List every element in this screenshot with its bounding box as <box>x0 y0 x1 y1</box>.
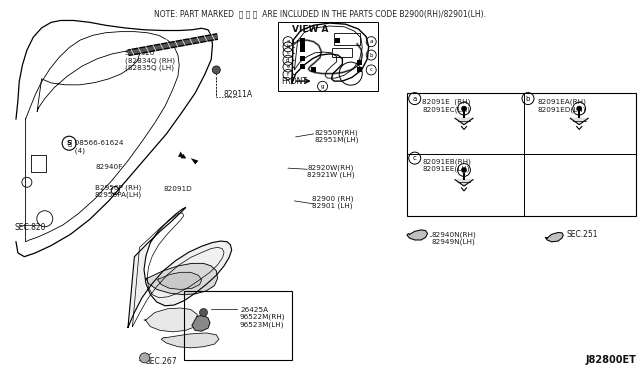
Text: VIEW A: VIEW A <box>292 25 329 34</box>
Text: 82900 (RH)
82901 (LH): 82900 (RH) 82901 (LH) <box>312 195 354 209</box>
Text: 82940F: 82940F <box>96 164 124 170</box>
Text: SEC.251: SEC.251 <box>566 230 598 239</box>
Circle shape <box>200 308 207 317</box>
Circle shape <box>577 106 582 111</box>
Text: f: f <box>287 72 289 77</box>
Polygon shape <box>300 38 305 44</box>
Circle shape <box>140 353 150 363</box>
Text: ▲: ▲ <box>178 151 183 157</box>
Text: b: b <box>286 44 290 49</box>
Text: 82091EB(RH)
82091EE(LH): 82091EB(RH) 82091EE(LH) <box>422 158 471 172</box>
Polygon shape <box>455 180 473 186</box>
Text: 82920W(RH)
82921W (LH): 82920W(RH) 82921W (LH) <box>307 164 355 179</box>
Polygon shape <box>311 67 316 73</box>
Text: 82940N(RH)
82949N(LH): 82940N(RH) 82949N(LH) <box>431 231 476 246</box>
Bar <box>184 291 292 360</box>
Text: d: d <box>286 58 290 63</box>
Polygon shape <box>300 64 305 69</box>
Polygon shape <box>357 60 362 65</box>
Circle shape <box>461 106 467 111</box>
Bar <box>278 22 378 91</box>
Text: SEC.267: SEC.267 <box>146 357 177 366</box>
Polygon shape <box>357 67 362 73</box>
Bar <box>334 33 360 45</box>
Polygon shape <box>146 263 218 295</box>
Polygon shape <box>191 158 198 164</box>
Polygon shape <box>570 118 588 125</box>
Polygon shape <box>545 232 563 242</box>
Polygon shape <box>300 43 305 48</box>
Polygon shape <box>144 308 198 332</box>
Text: NOTE: PART MARKED  ⓐ ⓑ ⓒ  ARE INCLUDED IN THE PARTS CODE B2900(RH)/82901(LH).: NOTE: PART MARKED ⓐ ⓑ ⓒ ARE INCLUDED IN … <box>154 9 486 18</box>
Text: ⒢ 08566-61624
   (4): ⒢ 08566-61624 (4) <box>68 140 124 154</box>
Text: B2956P (RH)
82956PA(LH): B2956P (RH) 82956PA(LH) <box>95 184 142 198</box>
Text: c: c <box>287 50 289 55</box>
Bar <box>332 48 352 57</box>
Text: 26425A
96522M(RH)
96523M(LH): 26425A 96522M(RH) 96523M(LH) <box>240 307 285 328</box>
Text: b: b <box>369 52 373 58</box>
Text: b: b <box>526 96 530 102</box>
Text: J82800ET: J82800ET <box>586 355 636 365</box>
Polygon shape <box>407 230 428 240</box>
Polygon shape <box>192 315 210 331</box>
Text: SEC.820
(82834Q (RH)
(82835Q (LH): SEC.820 (82834Q (RH) (82835Q (LH) <box>125 50 175 71</box>
Text: SEC.820: SEC.820 <box>14 223 45 232</box>
Text: 82091D: 82091D <box>163 186 192 192</box>
Circle shape <box>212 66 220 74</box>
Text: FRONT: FRONT <box>282 77 308 86</box>
Text: g: g <box>321 84 324 89</box>
Polygon shape <box>455 118 473 125</box>
Text: 82950P(RH)
82951M(LH): 82950P(RH) 82951M(LH) <box>315 129 360 144</box>
Text: c: c <box>413 155 417 161</box>
Polygon shape <box>157 272 202 289</box>
Text: a: a <box>286 39 290 44</box>
Polygon shape <box>128 208 232 327</box>
Polygon shape <box>161 333 219 348</box>
Bar <box>407 93 636 216</box>
Text: a: a <box>369 39 373 44</box>
Polygon shape <box>300 56 305 61</box>
Polygon shape <box>300 47 305 52</box>
Text: 82091EA(RH)
82091ED(LH): 82091EA(RH) 82091ED(LH) <box>538 99 586 113</box>
Text: 82091E  (RH)
82091EC(LH): 82091E (RH) 82091EC(LH) <box>422 99 471 113</box>
Text: a: a <box>413 96 417 102</box>
Polygon shape <box>335 38 340 43</box>
Text: c: c <box>370 67 372 73</box>
Text: S: S <box>67 140 72 146</box>
Text: 82911A: 82911A <box>224 90 253 99</box>
Circle shape <box>461 167 467 173</box>
Text: e: e <box>286 64 290 70</box>
